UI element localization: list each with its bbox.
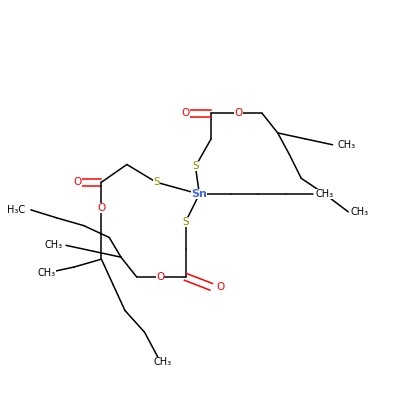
Text: O: O: [156, 272, 164, 282]
Text: CH₃: CH₃: [153, 357, 171, 367]
Text: O: O: [97, 203, 106, 213]
Text: CH₃: CH₃: [44, 240, 62, 250]
Text: CH₃: CH₃: [337, 140, 355, 150]
Text: O: O: [182, 108, 190, 118]
Text: S: S: [192, 162, 199, 172]
Text: O: O: [217, 282, 225, 292]
Text: H₃C: H₃C: [7, 205, 25, 215]
Text: S: S: [153, 177, 160, 187]
Text: S: S: [182, 217, 189, 227]
Text: CH₃: CH₃: [38, 268, 56, 278]
Text: Sn: Sn: [192, 189, 207, 199]
Text: O: O: [74, 177, 82, 187]
Text: CH₃: CH₃: [351, 207, 369, 217]
Text: CH₃: CH₃: [316, 189, 334, 199]
Text: O: O: [234, 108, 243, 118]
